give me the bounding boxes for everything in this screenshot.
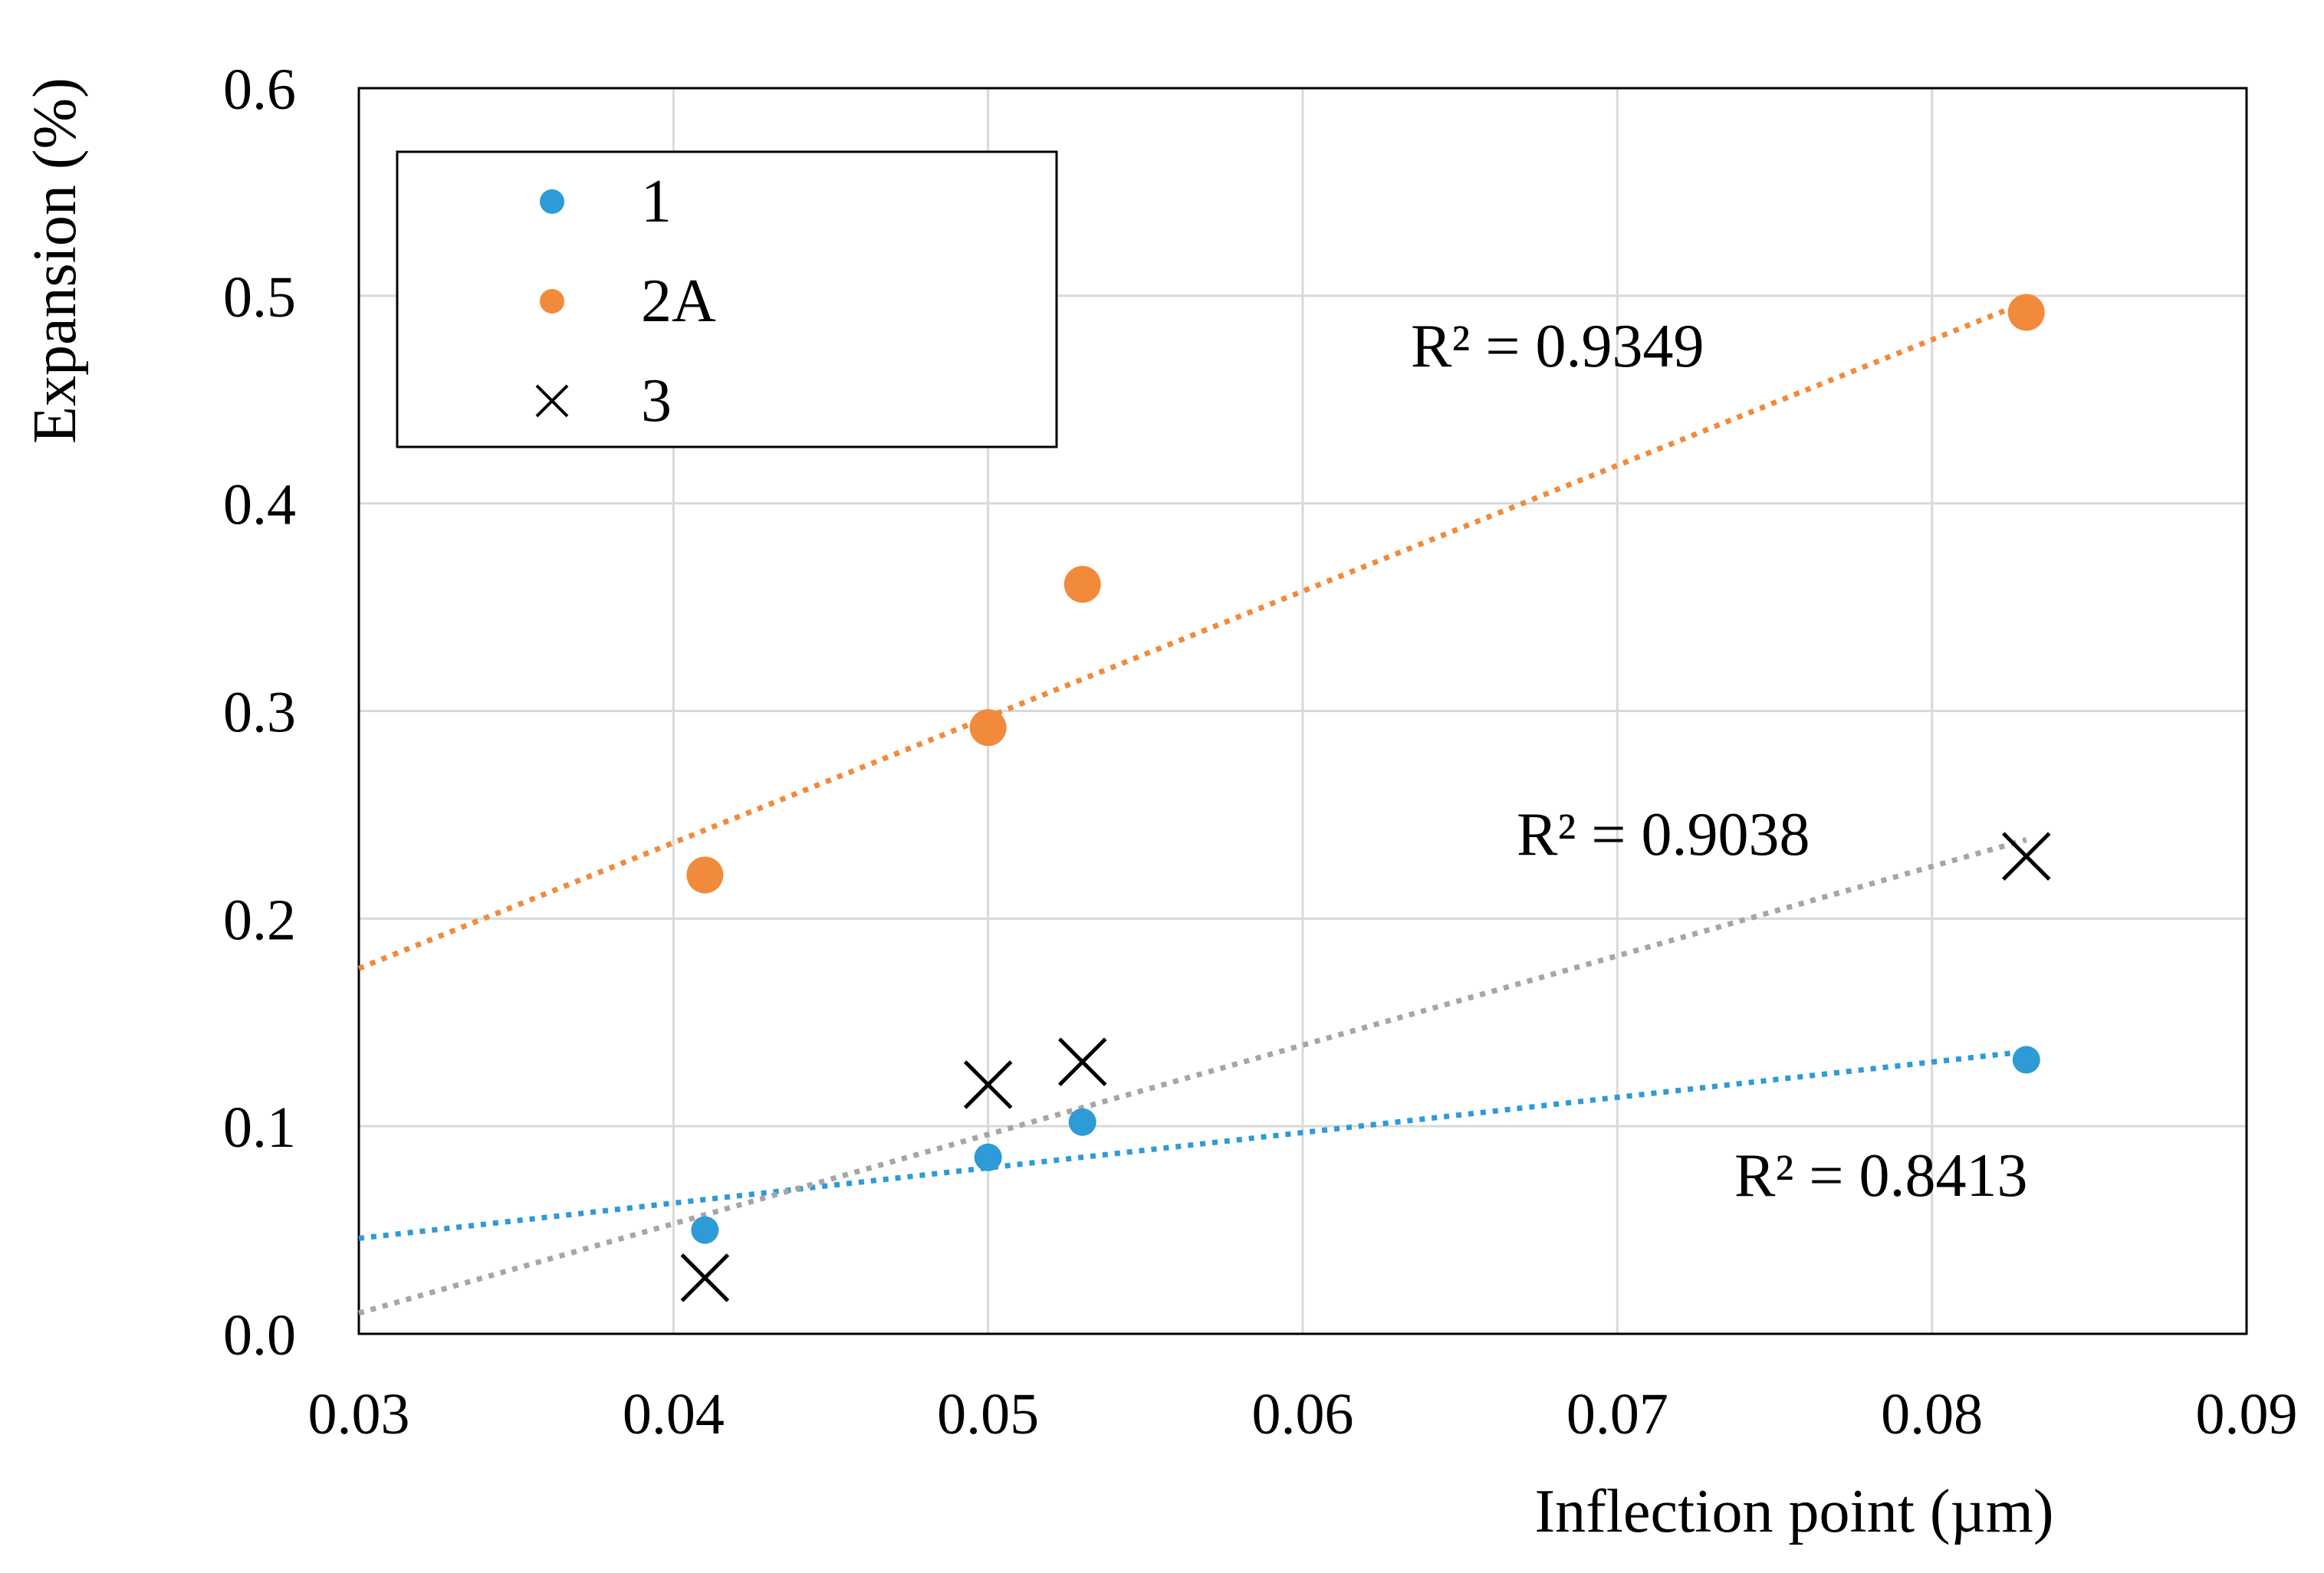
legend-marker-2a (540, 289, 564, 314)
r2-labels: R² = 0.9349 R² = 0.9038 R² = 0.8413 (1411, 313, 2027, 1210)
point-2a (1063, 566, 1101, 603)
y-axis-title: Expansion (%) (21, 77, 89, 444)
legend-label-3: 3 (641, 367, 672, 435)
point-2a (2007, 294, 2045, 331)
y-tick-label: 0.5 (223, 265, 296, 330)
point-1 (1068, 1108, 1096, 1136)
x-marker-stroke (963, 1060, 1013, 1109)
point-1 (691, 1216, 719, 1244)
y-tick-label: 0.3 (223, 681, 296, 745)
legend-box (396, 150, 1058, 448)
x-tick-label: 0.04 (623, 1382, 725, 1447)
data-points (680, 294, 2051, 1302)
point-2a (969, 709, 1007, 747)
legend-marker-3 (535, 384, 569, 418)
r2-label-1: R² = 0.8413 (1734, 1142, 2027, 1210)
x-axis-title: Inflection point (µm) (1534, 1478, 2053, 1545)
trendline-2a (357, 299, 2028, 971)
y-tick-label: 0.6 (223, 57, 296, 122)
y-tick-label: 0.0 (223, 1303, 296, 1368)
point-3 (680, 1253, 730, 1302)
x-marker-stroke (1057, 1037, 1107, 1086)
x-marker-stroke (680, 1253, 730, 1302)
y-axis-ticks: 0.0 0.1 0.2 0.3 0.4 0.5 0.6 (223, 57, 296, 1368)
point-1 (2012, 1046, 2040, 1074)
plot-area (357, 87, 2248, 1335)
point-3 (1057, 1037, 1107, 1086)
legend-label-1: 1 (641, 168, 672, 235)
x-tick-label: 0.05 (937, 1382, 1039, 1447)
x-tick-label: 0.07 (1566, 1382, 1668, 1447)
point-3 (2001, 832, 2051, 881)
legend-marker-1 (540, 189, 564, 214)
y-tick-label: 0.1 (223, 1095, 296, 1160)
y-tick-label: 0.2 (223, 888, 296, 952)
x-tick-label: 0.06 (1252, 1382, 1354, 1447)
point-3 (963, 1060, 1013, 1109)
x-tick-label: 0.08 (1881, 1382, 1983, 1447)
r2-label-2a: R² = 0.9349 (1411, 313, 1704, 380)
r2-label-3: R² = 0.9038 (1517, 801, 1810, 869)
point-2a (686, 856, 724, 894)
legend-label-2a: 2A (641, 268, 716, 335)
y-tick-label: 0.4 (223, 473, 296, 537)
x-tick-label: 0.03 (308, 1382, 410, 1447)
x-marker-stroke (2001, 832, 2051, 881)
x-tick-label: 0.09 (2196, 1382, 2298, 1447)
point-1 (974, 1143, 1002, 1171)
trendline-1 (358, 1049, 2027, 1241)
trendlines (357, 299, 2028, 1316)
x-axis-ticks: 0.03 0.04 0.05 0.06 0.07 0.08 0.09 (308, 1382, 2298, 1447)
legend: 1 2A 3 (396, 150, 1058, 448)
